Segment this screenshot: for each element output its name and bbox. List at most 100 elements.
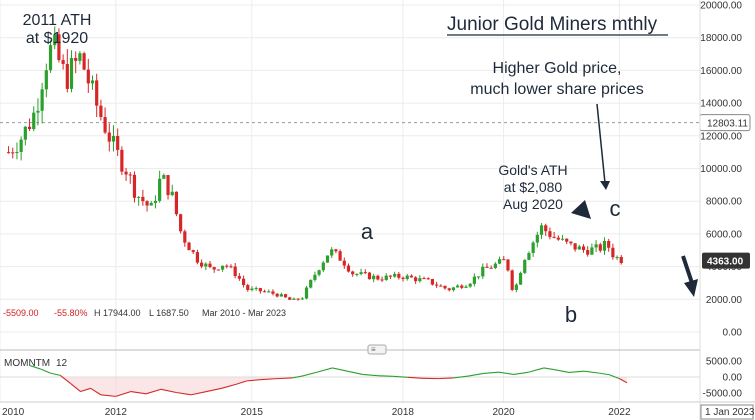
candle-body xyxy=(15,152,19,154)
candle-body xyxy=(44,70,48,90)
candle-body xyxy=(141,196,145,202)
down-candle xyxy=(195,249,200,265)
down-candle xyxy=(409,274,414,278)
up-candle xyxy=(615,255,619,261)
candle-body xyxy=(61,60,65,64)
down-candle xyxy=(200,259,204,269)
last-price-label: 4363.00 xyxy=(707,257,744,268)
up-candle xyxy=(204,262,208,271)
indicator-segment xyxy=(261,378,278,381)
indicator-segment xyxy=(553,369,570,374)
up-candle xyxy=(292,297,296,300)
candle-body xyxy=(128,174,132,176)
up-candle xyxy=(372,273,376,283)
down-candle xyxy=(179,213,183,234)
time-axis[interactable]: 2010 2012 2015 2018 2020 2022 xyxy=(2,407,631,418)
price-tick-label: 16000.00 xyxy=(700,66,742,77)
pane-resize-handle[interactable] xyxy=(367,344,387,355)
candle-body xyxy=(388,275,393,277)
candle-body xyxy=(527,252,531,260)
down-candle xyxy=(187,241,191,251)
up-candle xyxy=(32,106,36,132)
down-candle xyxy=(275,292,279,298)
down-candle xyxy=(116,128,120,156)
up-candle xyxy=(464,284,468,289)
down-candle xyxy=(132,171,137,203)
candle-body xyxy=(397,273,401,278)
candle-body xyxy=(611,247,615,258)
down-candle xyxy=(99,99,103,121)
candle-body xyxy=(544,225,548,232)
candle-body xyxy=(304,287,309,299)
up-candle xyxy=(493,262,497,270)
candle-body xyxy=(464,286,468,288)
down-candle xyxy=(107,123,111,152)
down-candle xyxy=(506,259,510,272)
down-candle xyxy=(351,270,355,277)
indicator-segment xyxy=(40,368,51,374)
indicator-segment xyxy=(276,377,293,380)
down-candle xyxy=(208,261,212,269)
down-candle xyxy=(447,287,451,292)
wave-c-label: c xyxy=(610,196,621,221)
down-candle xyxy=(544,223,548,236)
downtrend-arrow-head xyxy=(684,279,698,297)
up-candle xyxy=(158,170,162,203)
down-candle xyxy=(237,273,241,281)
candle-body xyxy=(472,276,476,284)
indicator-tick-label: 5000.00 xyxy=(706,356,743,367)
up-candle xyxy=(111,125,116,152)
candle-body xyxy=(598,244,602,251)
up-candle xyxy=(23,125,27,146)
down-candle xyxy=(191,249,195,255)
candle-body xyxy=(485,266,489,268)
down-candle xyxy=(363,269,367,275)
down-candle xyxy=(556,235,560,241)
up-candle xyxy=(300,296,304,301)
indicator-segment xyxy=(569,370,585,374)
candle-body xyxy=(250,288,254,291)
candle-body xyxy=(137,196,141,198)
up-candle xyxy=(170,184,174,197)
candle-body xyxy=(607,241,611,248)
indicator-segment xyxy=(347,370,363,375)
up-candle xyxy=(36,98,40,126)
indicator-segment xyxy=(468,372,484,377)
candle-body xyxy=(506,259,510,271)
indicator-segment xyxy=(236,380,247,385)
candle-body xyxy=(166,175,170,196)
down-candle xyxy=(502,256,506,261)
price-tick-label: 14000.00 xyxy=(700,99,742,110)
down-candle xyxy=(342,257,346,269)
candle-body xyxy=(90,80,95,84)
price-tick-label: 10000.00 xyxy=(700,164,742,175)
up-candle xyxy=(44,63,48,98)
up-candle xyxy=(137,196,141,206)
up-candle xyxy=(472,273,476,287)
indicator-segment xyxy=(90,387,102,396)
indicator-segment xyxy=(392,375,408,378)
candle-body xyxy=(149,202,153,206)
indicator-segment xyxy=(191,391,207,396)
down-candle xyxy=(103,107,107,135)
candle-body xyxy=(6,152,11,154)
wave-a-label: a xyxy=(361,219,374,244)
down-candle xyxy=(430,278,435,286)
indicator-segment xyxy=(115,391,132,397)
candle-body xyxy=(116,135,120,150)
indicator-segment xyxy=(161,388,177,394)
candle-body xyxy=(493,263,497,269)
candle-body xyxy=(187,242,191,251)
up-candle xyxy=(90,75,95,90)
candle-body xyxy=(283,294,288,298)
up-candle xyxy=(254,286,258,291)
down-candle xyxy=(229,264,233,269)
candle-body xyxy=(451,287,456,291)
down-candle xyxy=(82,51,86,71)
up-candle xyxy=(48,40,53,73)
candle-body xyxy=(510,270,514,290)
candle-body xyxy=(40,89,44,111)
down-candle xyxy=(619,255,623,265)
indicator-segment xyxy=(362,373,378,377)
down-candle xyxy=(288,296,292,300)
